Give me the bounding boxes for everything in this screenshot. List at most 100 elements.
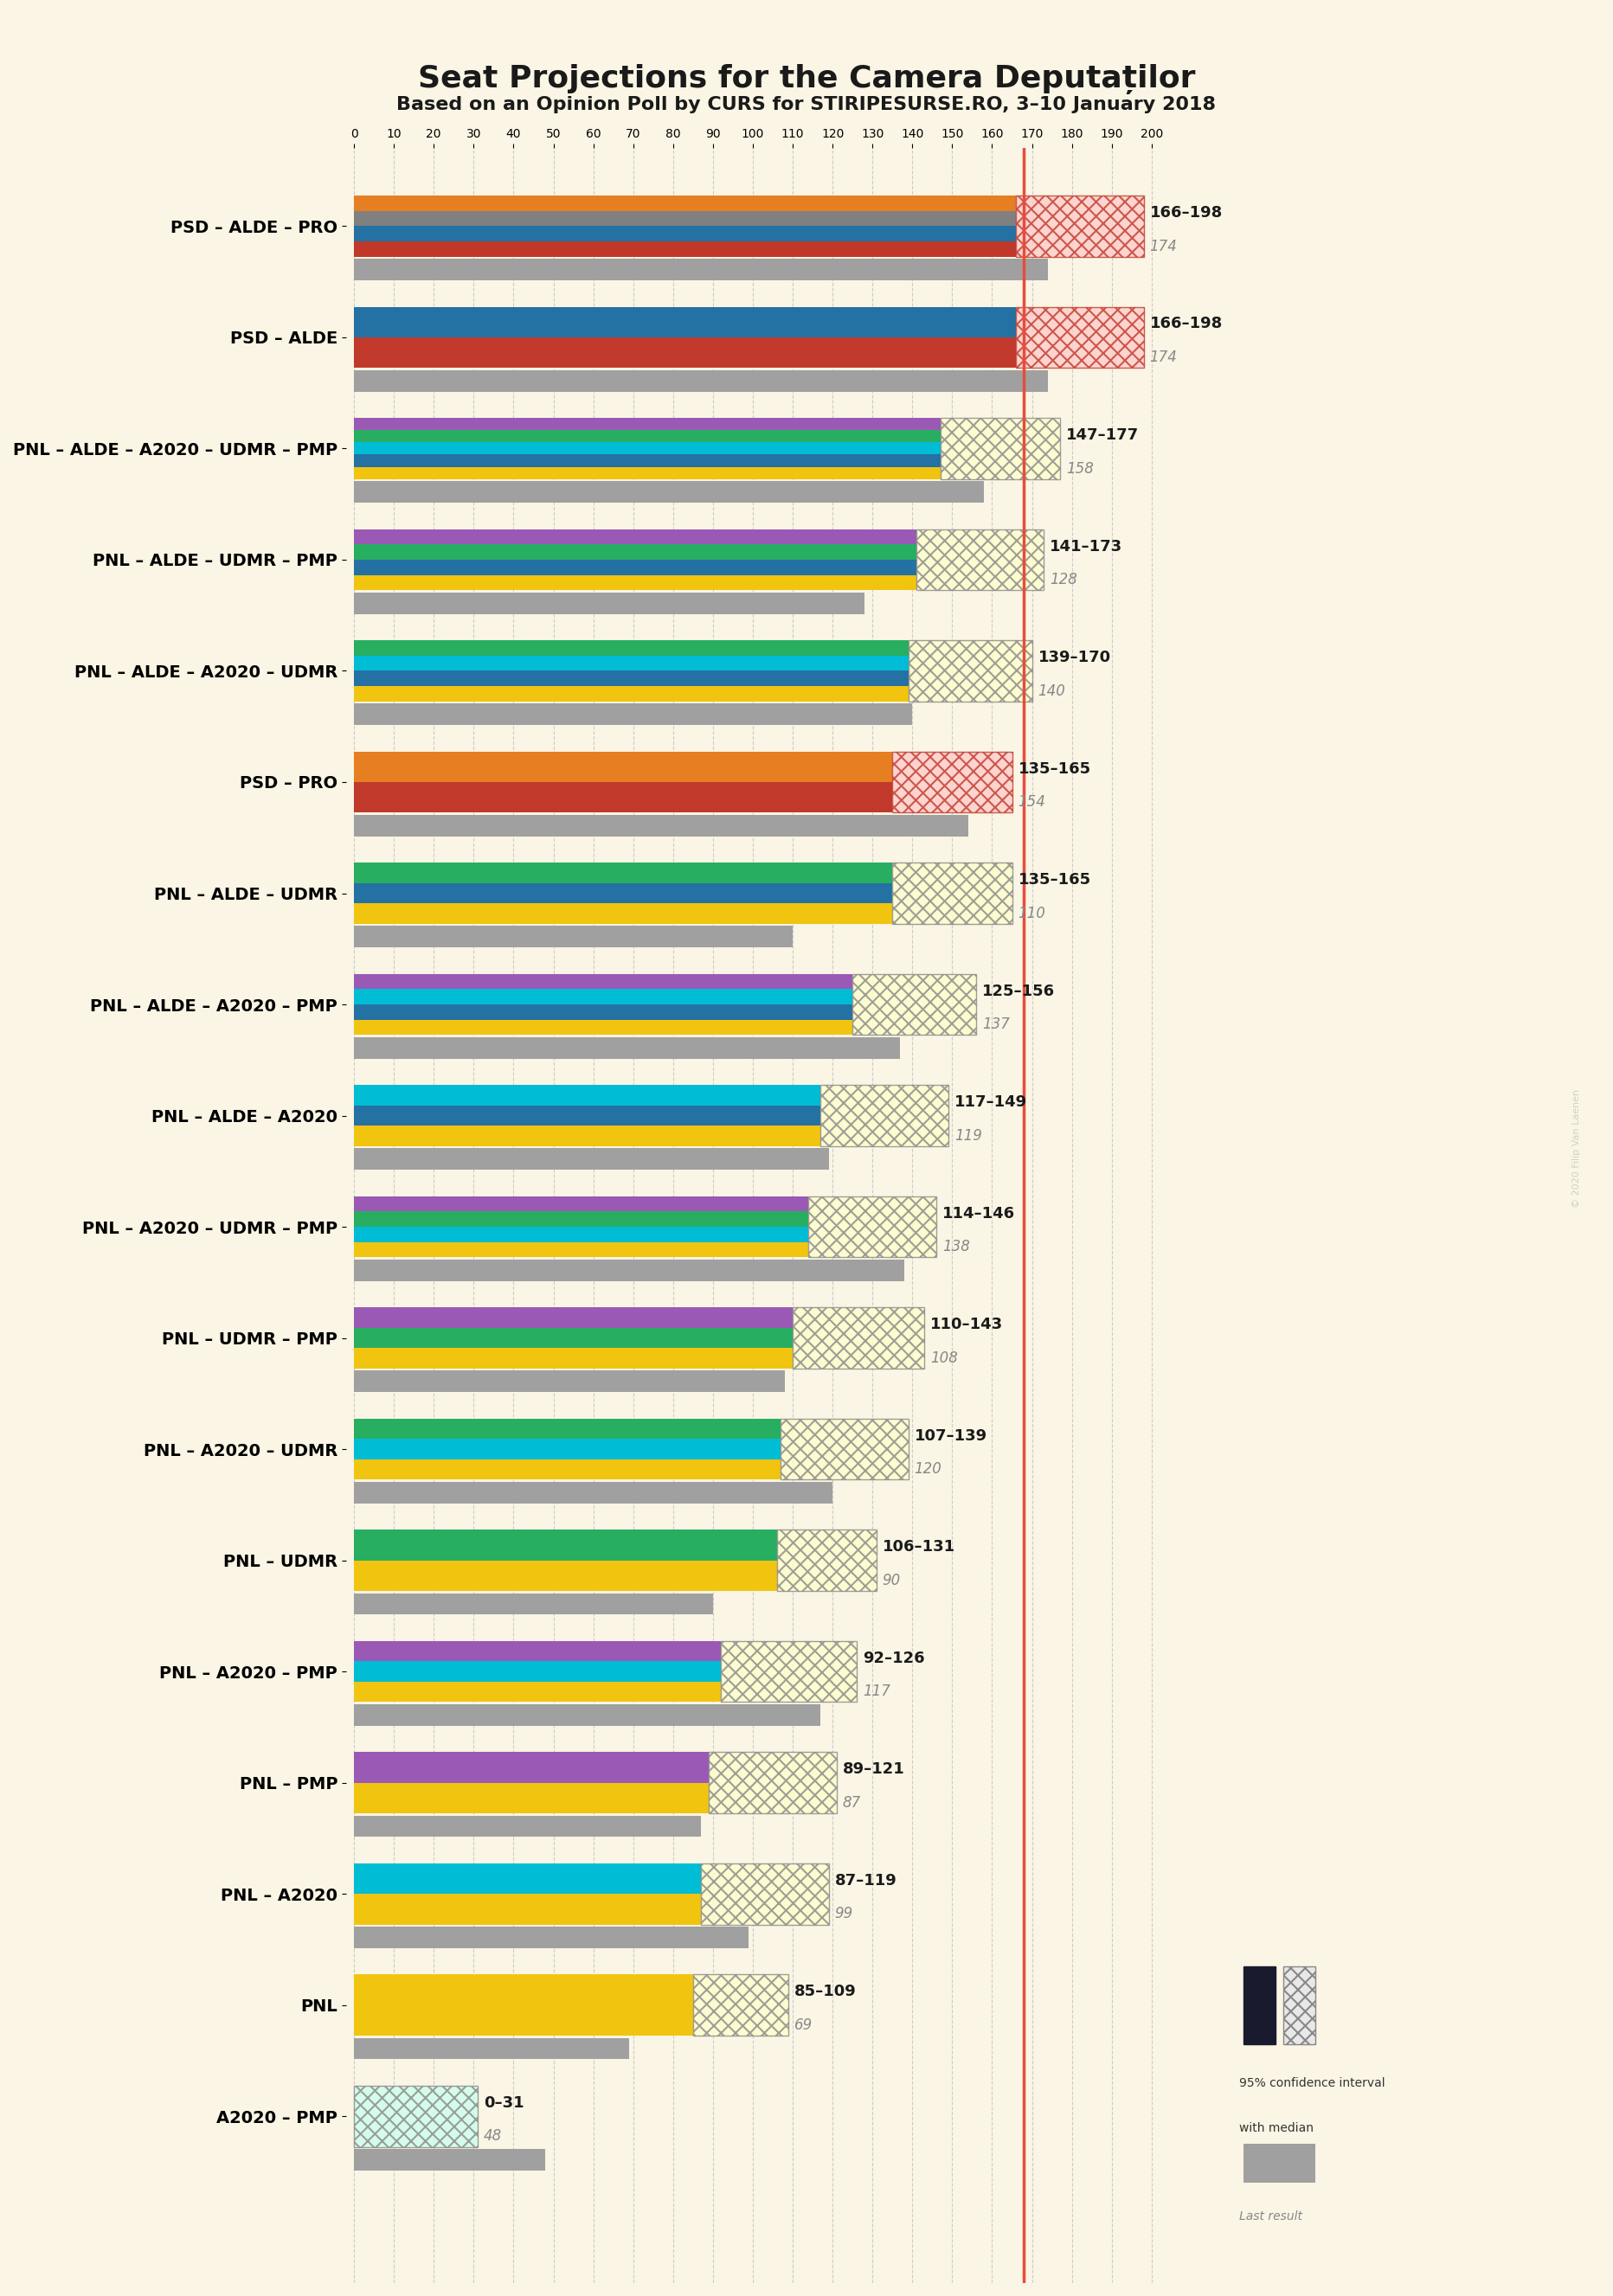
Bar (1016, 308, 1144, 367)
Bar (353, 1348, 792, 1368)
Text: 0–31: 0–31 (484, 2096, 524, 2110)
Text: 138: 138 (942, 1240, 969, 1254)
Bar (353, 1104, 821, 1125)
Text: 166–198: 166–198 (1150, 317, 1223, 331)
Bar (1244, 2144, 1315, 2183)
Text: 117–149: 117–149 (955, 1095, 1027, 1109)
Text: 107–139: 107–139 (915, 1428, 987, 1444)
Text: Last result: Last result (1239, 2211, 1303, 2223)
Bar (353, 195, 1016, 211)
Bar (353, 592, 865, 613)
Text: 154: 154 (1018, 794, 1045, 810)
Text: 99: 99 (834, 1906, 853, 1922)
Text: 125–156: 125–156 (982, 983, 1055, 999)
Text: 92–126: 92–126 (863, 1651, 924, 1667)
Bar (353, 1782, 710, 1814)
Text: 147–177: 147–177 (1066, 427, 1139, 443)
Bar (353, 455, 940, 466)
Text: 140: 140 (1039, 684, 1066, 698)
Bar (694, 1975, 789, 2037)
Bar (353, 1752, 710, 1782)
Bar (353, 466, 940, 480)
Bar (353, 990, 853, 1003)
Bar (353, 1481, 832, 1504)
Bar (916, 528, 1044, 590)
Bar (353, 1926, 748, 1947)
Bar (353, 528, 916, 544)
Text: 95% confidence interval: 95% confidence interval (1239, 2078, 1386, 2089)
Bar (821, 1086, 948, 1146)
Text: 158: 158 (1066, 461, 1094, 475)
Bar (1244, 1965, 1276, 2043)
Bar (353, 1371, 784, 1391)
Bar (353, 2085, 477, 2147)
Text: 119: 119 (955, 1127, 982, 1143)
Bar (353, 2039, 629, 2060)
Bar (353, 1086, 821, 1104)
Bar (353, 657, 908, 670)
Text: 90: 90 (882, 1573, 900, 1589)
Bar (353, 574, 916, 590)
Bar (853, 974, 976, 1035)
Bar (353, 1681, 721, 1701)
Bar (1016, 195, 1144, 257)
Bar (353, 1261, 905, 1281)
Bar (353, 751, 892, 783)
Text: 110–143: 110–143 (931, 1318, 1003, 1332)
Bar (353, 2149, 545, 2170)
Bar (353, 783, 892, 813)
Bar (940, 418, 1060, 480)
Bar (353, 1864, 702, 1894)
Bar (353, 560, 916, 574)
Bar (353, 1440, 781, 1460)
Bar (353, 815, 968, 836)
Bar (353, 308, 1016, 338)
Bar (908, 641, 1032, 703)
Text: 110: 110 (1018, 905, 1045, 921)
Bar (353, 370, 1048, 393)
Bar (353, 1212, 808, 1226)
Text: 117: 117 (863, 1683, 890, 1699)
Bar (702, 1864, 829, 1924)
Bar (721, 1642, 857, 1701)
Bar (353, 1306, 792, 1327)
Bar (353, 544, 916, 560)
Text: with median: with median (1239, 2122, 1315, 2133)
Bar (353, 1242, 808, 1258)
Bar (353, 259, 1048, 280)
Bar (353, 1593, 713, 1614)
Bar (792, 1306, 924, 1368)
Text: 87–119: 87–119 (834, 1874, 897, 1887)
Text: Based on an Opinion Poll by CURS for STIRIPESURSE.RO, 3–10 January 2018: Based on an Opinion Poll by CURS for STI… (397, 96, 1216, 115)
Text: 128: 128 (1050, 572, 1077, 588)
Bar (353, 1003, 853, 1019)
Bar (353, 1975, 694, 2037)
Bar (353, 1196, 808, 1212)
Bar (353, 1704, 821, 1727)
Bar (353, 429, 940, 443)
Bar (353, 1419, 781, 1440)
Text: Seat Projections for the Camera Deputaților: Seat Projections for the Camera Deputați… (418, 64, 1195, 94)
Text: 174: 174 (1150, 239, 1177, 255)
Text: 48: 48 (484, 2128, 502, 2144)
Text: 135–165: 135–165 (1018, 872, 1090, 889)
Bar (1284, 1965, 1315, 2043)
Bar (353, 670, 908, 687)
Bar (353, 925, 792, 948)
Bar (777, 1529, 876, 1591)
Text: 174: 174 (1150, 349, 1177, 365)
Bar (892, 751, 1011, 813)
Text: 135–165: 135–165 (1018, 760, 1090, 776)
Bar (353, 482, 984, 503)
Text: 166–198: 166–198 (1150, 204, 1223, 220)
Text: 108: 108 (931, 1350, 958, 1366)
Bar (353, 1894, 702, 1924)
Text: 106–131: 106–131 (882, 1538, 955, 1554)
Bar (353, 443, 940, 455)
Bar (353, 1816, 702, 1837)
Text: 114–146: 114–146 (942, 1205, 1015, 1221)
Bar (353, 884, 892, 902)
Bar (353, 338, 1016, 367)
Bar (353, 902, 892, 923)
Bar (353, 1019, 853, 1035)
